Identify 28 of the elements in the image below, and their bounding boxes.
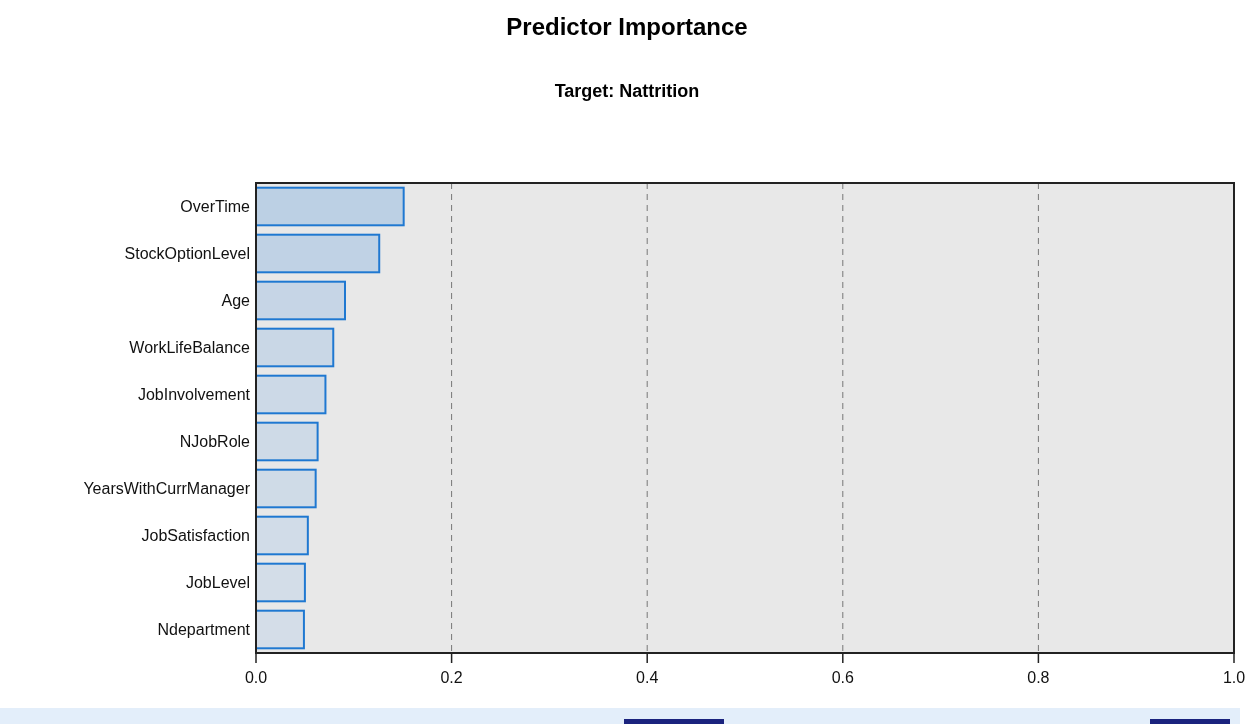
bar xyxy=(255,515,309,556)
bar xyxy=(255,374,327,415)
bar xyxy=(255,468,317,509)
y-tick-label: StockOptionLevel xyxy=(124,245,250,263)
bar xyxy=(255,609,305,650)
x-tick-label: 0.2 xyxy=(440,669,463,686)
chart-title: Predictor Importance xyxy=(506,13,748,40)
bar xyxy=(255,233,381,274)
bar xyxy=(255,562,306,603)
bar xyxy=(255,421,319,462)
y-tick-label: JobSatisfaction xyxy=(141,527,250,545)
y-tick-label: JobLevel xyxy=(185,574,250,592)
x-tick-label: 1.0 xyxy=(1222,669,1246,686)
bar xyxy=(255,327,335,368)
x-tick-label: 0.8 xyxy=(1027,669,1050,686)
y-tick-label: NJobRole xyxy=(179,433,251,451)
y-tick-label: JobInvolvement xyxy=(137,386,251,404)
x-tick-label: 0.0 xyxy=(244,669,268,686)
x-tick-label: 0.6 xyxy=(831,669,855,686)
y-tick-label: WorkLifeBalance xyxy=(129,339,251,357)
y-tick-label: Ndepartment xyxy=(157,621,251,639)
chart-subtitle: Target: Nattrition xyxy=(554,81,700,101)
y-tick-label: OverTime xyxy=(180,198,251,216)
y-tick-label: YearsWithCurrManager xyxy=(83,480,251,498)
y-tick-label: Age xyxy=(221,292,251,310)
bar xyxy=(255,186,405,227)
bar xyxy=(255,280,346,321)
x-tick-label: 0.4 xyxy=(636,669,659,686)
